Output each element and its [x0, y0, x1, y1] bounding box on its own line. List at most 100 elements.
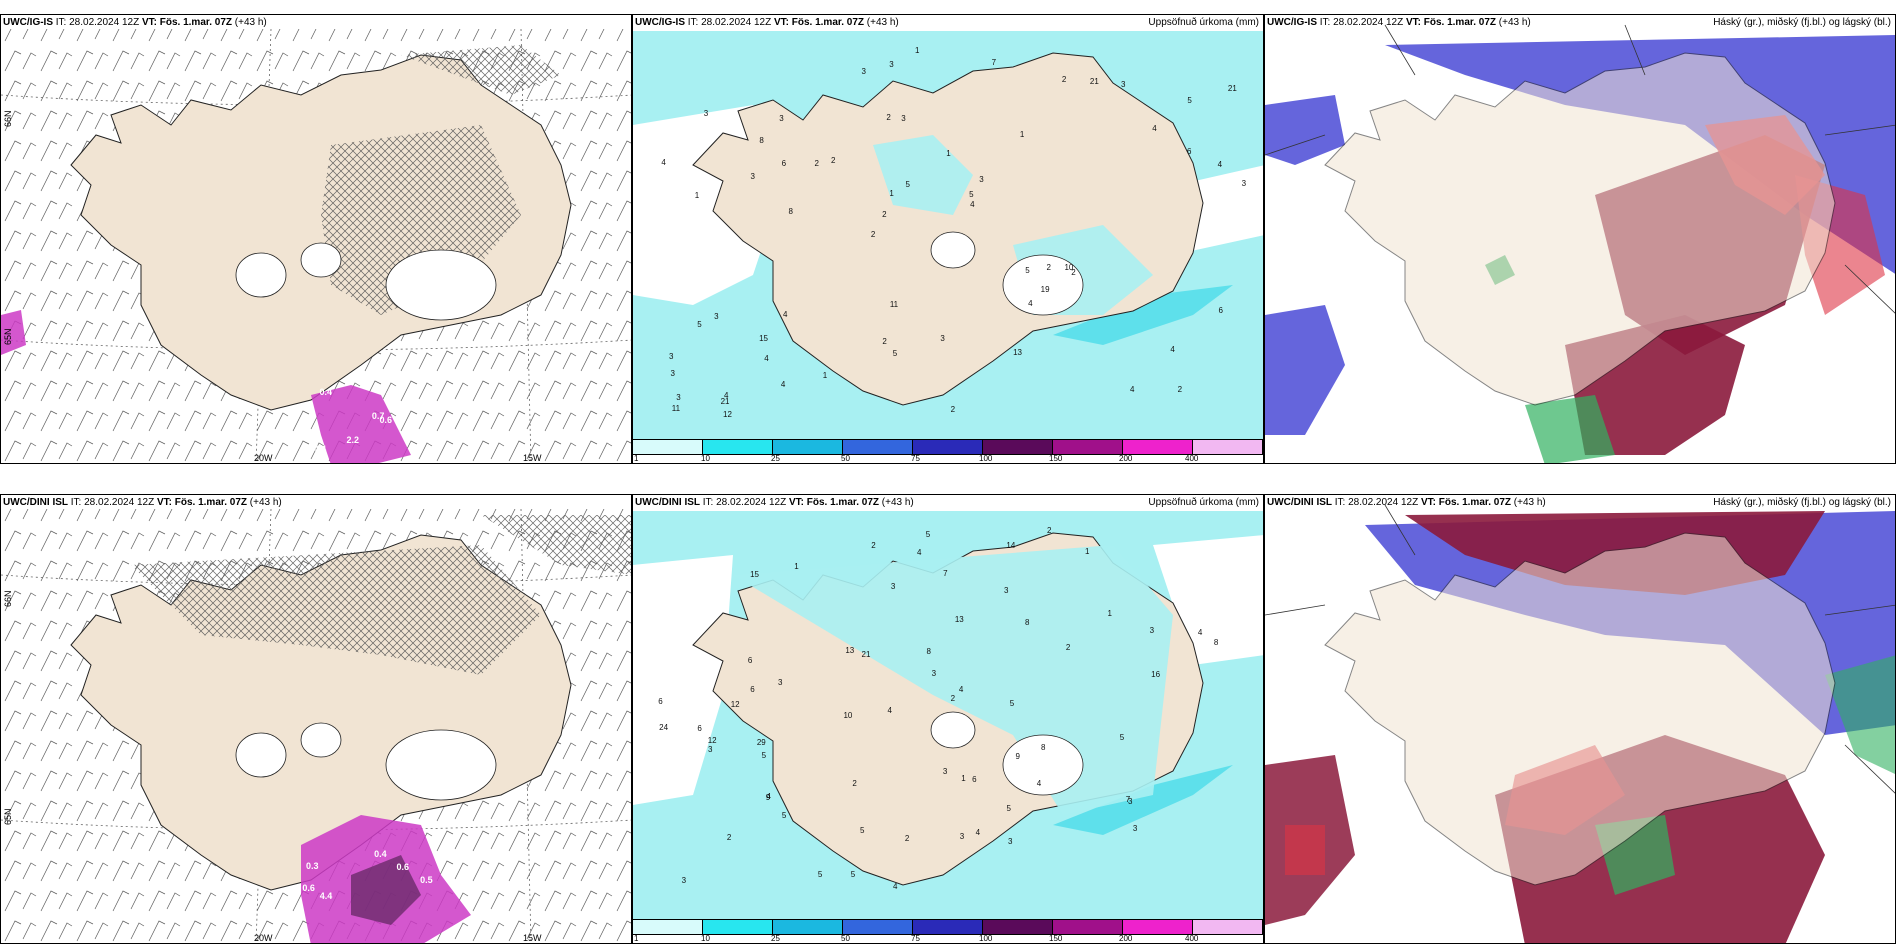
value-label: 4 [1036, 778, 1042, 788]
cloud-title: Háský (gr.), miðský (fj.bl.) og lágský (… [1713, 17, 1891, 28]
value-label: 2 [814, 158, 819, 168]
value-label: 3 [1149, 626, 1155, 636]
legend-cell [773, 440, 843, 454]
value-label: 2.2 [346, 435, 360, 446]
value-label: 5 [905, 179, 910, 189]
lead-time: (+43 h) [249, 497, 282, 508]
value-label: 7 [943, 569, 948, 579]
lead-time: (+43 h) [881, 497, 914, 508]
value-label: 3 [1128, 797, 1133, 807]
value-label: 10 [843, 711, 853, 721]
value-label: 3 [889, 59, 894, 69]
valid-label: VT: [1420, 497, 1436, 508]
value-label: 14 [1006, 540, 1016, 550]
value-label: 7 [991, 58, 997, 68]
legend-tick: 10 [701, 934, 710, 943]
value-label: 6 [972, 774, 977, 784]
value-label: 21 [861, 650, 871, 660]
value-label: 3 [670, 369, 675, 379]
legend-tick: 400 [1185, 454, 1199, 463]
value-label: 6 [781, 159, 787, 169]
legend-tick: 25 [771, 454, 780, 463]
value-label: 12 [707, 736, 717, 746]
value-label: 0.5 [440, 933, 453, 944]
legend-cell [983, 440, 1053, 454]
value-label: 2 [1046, 262, 1051, 272]
value-label: 0.7 [371, 410, 385, 421]
value-label: 3 [750, 172, 755, 182]
value-label: 9 [1015, 752, 1020, 762]
legend-cell [1193, 920, 1263, 934]
value-label: 5 [850, 869, 856, 879]
value-label: 4 [764, 353, 769, 363]
value-label: 2 [882, 336, 887, 346]
value-label: 6 [1218, 306, 1223, 316]
value-label: 4.4 [313, 444, 327, 455]
legend-cell [773, 920, 843, 934]
value-label: 13 [845, 645, 855, 655]
value-label: 0.4 [319, 386, 332, 397]
value-label: 2 [904, 834, 910, 844]
value-label: 13 [1013, 348, 1022, 358]
panel-header: UWC/DINI ISL IT: 28.02.2024 12Z VT: Fös.… [1267, 497, 1546, 508]
wind-map-svg [1, 508, 631, 943]
legend-cell [633, 440, 703, 454]
value-label: 3 [890, 582, 896, 592]
cloud-map-svg [1265, 24, 1895, 463]
value-label: 6 [1187, 146, 1192, 156]
valid-time: Fös. 1.mar. 07Z [159, 17, 233, 28]
precip-map-panel-1: UWC/IG-IS IT: 28.02.2024 12Z VT: Fös. 1.… [632, 14, 1264, 464]
value-label: 4 [766, 791, 771, 801]
value-label: 5 [1006, 804, 1011, 814]
value-label: 2 [726, 833, 732, 843]
legend-cell [1123, 440, 1193, 454]
value-label: 2 [1071, 268, 1076, 278]
precip-legend: 1 10 25 50 75 100 150 200 400 [633, 919, 1263, 943]
value-label: 6 [747, 655, 753, 665]
run-time: IT: 28.02.2024 12Z [1319, 17, 1404, 28]
valid-label: VT: [773, 17, 789, 28]
value-label: 4 [1028, 299, 1033, 309]
value-label: 3 [714, 312, 719, 322]
value-label: 5 [969, 189, 974, 199]
lead-time: (+43 h) [1513, 497, 1546, 508]
lead-time: (+43 h) [866, 17, 899, 28]
value-label: 4 [780, 380, 786, 390]
value-label: 0.5 [420, 874, 433, 885]
value-label: 0.6 [379, 415, 392, 426]
value-label: 5 [1187, 96, 1192, 106]
value-label: 3 [1121, 80, 1126, 90]
value-label: 11 [889, 299, 899, 309]
precip-map-svg [633, 31, 1263, 441]
legend-tick: 25 [771, 934, 780, 943]
value-label: 12 [730, 699, 740, 709]
value-label: 2 [950, 693, 956, 703]
value-label: 3 [931, 669, 937, 679]
value-label: 7 [1125, 795, 1131, 805]
legend-cell [1123, 920, 1193, 934]
value-label: 4 [970, 200, 975, 210]
precip-title: Uppsöfnuð úrkoma (mm) [1148, 497, 1259, 508]
legend-tick: 75 [911, 454, 920, 463]
value-label: 0.7 [395, 401, 408, 412]
value-label: 4.4 [319, 891, 333, 902]
value-label: 2 [882, 209, 887, 219]
value-label: 19 [1040, 284, 1050, 294]
lat-label-bottom: 65N [3, 328, 13, 345]
value-label: 9 [765, 792, 771, 802]
value-label: 13 [954, 614, 964, 624]
legend-cell [703, 440, 773, 454]
value-label: 4 [1217, 159, 1223, 169]
value-label: 2 [1047, 525, 1052, 535]
value-label: 1 [914, 45, 920, 55]
value-label: 11 [671, 404, 681, 414]
value-label: 16 [1151, 670, 1161, 680]
value-label: 8 [788, 207, 793, 217]
value-label: 3 [708, 745, 713, 755]
value-label: 4 [661, 158, 666, 168]
valid-time: Fös. 1.mar. 07Z [791, 17, 865, 28]
precip-legend: 1 10 25 50 75 100 150 200 400 [633, 439, 1263, 463]
legend-tick: 1 [634, 934, 639, 943]
cloud-title: Háský (gr.), miðský (fj.bl.) og lágský (… [1713, 497, 1891, 508]
value-label: 6 [658, 696, 663, 706]
